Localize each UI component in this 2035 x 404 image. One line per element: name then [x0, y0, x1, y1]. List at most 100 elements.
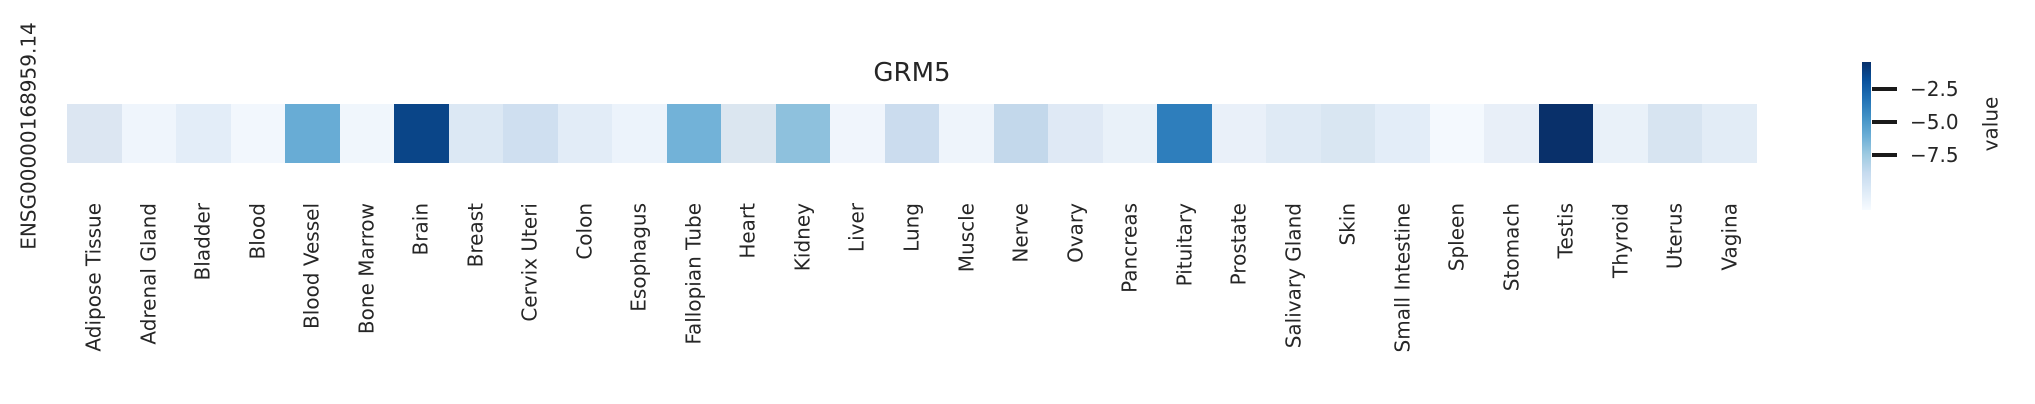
x-tick-label-text: Spleen: [1444, 203, 1469, 272]
x-tick-label-text: Nerve: [1008, 203, 1033, 263]
x-tick-label-text: Lung: [899, 203, 924, 252]
x-tick-label: Colon: [572, 203, 597, 260]
heatmap-row: [67, 104, 1757, 163]
gene-row-label-text: ENSG00000168959.14: [16, 22, 41, 250]
colorbar-tick-label: −5.0: [1910, 110, 1959, 134]
heatmap-cell: [1266, 104, 1321, 163]
x-tick-label-text: Blood Vessel: [299, 203, 324, 329]
x-tick-label: Liver: [845, 203, 869, 252]
heatmap-cell: [285, 104, 340, 163]
heatmap-cell: [1484, 104, 1539, 163]
x-tick-label: Uterus: [1662, 203, 1687, 270]
x-tick-label: Stomach: [1499, 203, 1524, 292]
heatmap-cell: [1211, 104, 1267, 163]
x-tick-label-text: Vagina: [1717, 203, 1742, 271]
x-tick-label-text: Bone Marrow: [354, 203, 379, 335]
x-tick-label-text: Salivary Gland: [1281, 203, 1306, 349]
heatmap-cell: [448, 104, 504, 163]
x-tick-label-text: Muscle: [954, 203, 979, 273]
heatmap-cell: [121, 104, 177, 163]
colorbar-gradient: [1862, 62, 1871, 210]
colorbar-tick: [1872, 87, 1897, 91]
heatmap-cell: [394, 104, 449, 163]
x-tick-label: Esophagus: [626, 203, 651, 312]
colorbar-axis-label-text: value: [1978, 96, 2003, 152]
x-tick-label-text: Bladder: [190, 203, 215, 281]
heatmap-cell: [230, 104, 286, 163]
x-tick-label: Spleen: [1444, 203, 1469, 272]
heatmap-cell: [176, 104, 231, 163]
colorbar-tick: [1872, 120, 1897, 124]
heatmap-cell: [557, 104, 613, 163]
x-tick-label: Ovary: [1063, 203, 1088, 263]
x-tick-label: Blood: [245, 203, 270, 260]
heatmap-cell: [1102, 104, 1158, 163]
chart-title: GRM5: [873, 58, 951, 88]
heatmap-cell: [612, 104, 667, 163]
x-tick-label: Lung: [899, 203, 924, 252]
x-tick-label: Muscle: [954, 203, 979, 273]
heatmap-cell: [666, 104, 722, 163]
x-tick-label-text: Breast: [463, 203, 488, 268]
x-tick-label: Fallopian Tube: [681, 203, 706, 345]
heatmap-cell: [503, 104, 558, 163]
colorbar-tick: [1872, 153, 1897, 157]
x-tick-label: Vagina: [1717, 203, 1742, 271]
heatmap-cell: [1048, 104, 1103, 163]
colorbar-tick-label: −2.5: [1910, 77, 1959, 101]
heatmap-cell: [339, 104, 395, 163]
colorbar-axis-label: value: [1978, 96, 2003, 152]
x-tick-label: Kidney: [790, 203, 815, 272]
x-tick-label-text: Adipose Tissue: [81, 203, 106, 352]
x-tick-label: Brain: [408, 203, 433, 256]
x-tick-label: Cervix Uteri: [517, 203, 542, 322]
x-tick-label: Testis: [1553, 203, 1578, 259]
heatmap-cell: [1647, 104, 1703, 163]
heatmap-cell: [1157, 104, 1212, 163]
x-tick-label: Bone Marrow: [354, 203, 379, 335]
heatmap-cell: [939, 104, 994, 163]
colorbar-tick-label: −7.5: [1910, 143, 1959, 167]
x-tick-label: Nerve: [1008, 203, 1033, 263]
heatmap-cell: [830, 104, 885, 163]
x-tick-label: Pituitary: [1172, 203, 1197, 287]
x-tick-label-text: Kidney: [790, 203, 815, 272]
x-tick-label-text: Fallopian Tube: [681, 203, 706, 345]
heatmap-cell: [1538, 104, 1594, 163]
x-tick-label-text: Thyroid: [1608, 203, 1633, 278]
x-tick-label: Blood Vessel: [299, 203, 324, 329]
heatmap-cell: [1702, 104, 1757, 163]
heatmap-cell: [67, 104, 122, 163]
x-tick-label-text: Stomach: [1499, 203, 1524, 292]
heatmap-cell: [993, 104, 1049, 163]
x-tick-label: Pancreas: [1117, 203, 1142, 293]
x-tick-label-text: Testis: [1553, 203, 1578, 259]
x-tick-label-text: Pancreas: [1117, 203, 1142, 293]
heatmap-cell: [1429, 104, 1485, 163]
x-tick-label-text: Pituitary: [1172, 203, 1197, 287]
x-tick-label: Adrenal Gland: [136, 203, 160, 345]
heatmap-cell: [1320, 104, 1376, 163]
x-tick-label-text: Brain: [408, 203, 433, 256]
x-tick-label: Small Intestine: [1390, 203, 1415, 353]
x-tick-label: Breast: [463, 203, 488, 268]
gene-row-label: ENSG00000168959.14: [16, 22, 41, 250]
x-tick-label-text: Cervix Uteri: [517, 203, 542, 322]
heatmap-cell: [1375, 104, 1430, 163]
x-tick-label-text: Prostate: [1226, 203, 1251, 286]
x-tick-label-text: Blood: [245, 203, 270, 260]
x-tick-label-text: Uterus: [1662, 203, 1687, 270]
heatmap-cell: [721, 104, 776, 163]
heatmap-cell: [1593, 104, 1648, 163]
x-tick-label-text: Ovary: [1063, 203, 1088, 263]
heatmap-cell: [775, 104, 831, 163]
x-tick-label: Bladder: [190, 203, 215, 281]
x-tick-label: Salivary Gland: [1281, 203, 1306, 349]
x-tick-label-text: Small Intestine: [1390, 203, 1415, 353]
x-tick-label: Heart: [736, 203, 760, 259]
x-tick-label: Thyroid: [1608, 203, 1633, 278]
x-tick-label: Adipose Tissue: [81, 203, 106, 352]
x-tick-label-text: Colon: [572, 203, 597, 260]
x-tick-label-text: Esophagus: [626, 203, 651, 312]
